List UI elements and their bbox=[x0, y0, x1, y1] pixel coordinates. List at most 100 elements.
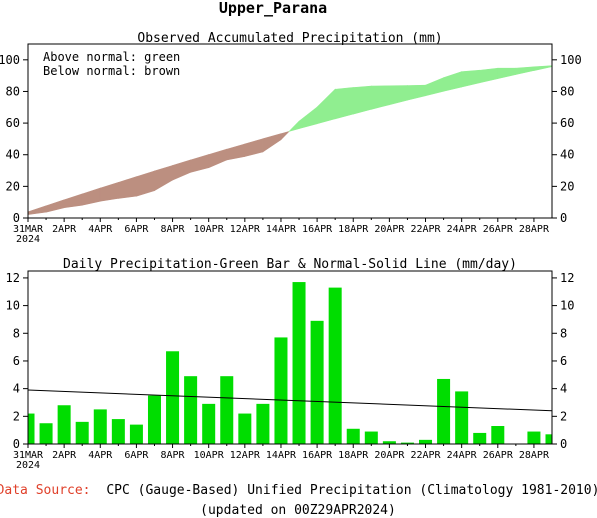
daily-precip-bar bbox=[129, 424, 143, 444]
below-normal-area bbox=[208, 148, 228, 169]
bottom-ytick-label-left: 6 bbox=[13, 354, 20, 368]
below-normal-area bbox=[27, 205, 47, 215]
bottom-xtick-label: 6APR bbox=[124, 450, 149, 461]
top-ytick-label-right: 80 bbox=[560, 84, 574, 98]
legend-above: Above normal: green bbox=[43, 50, 180, 64]
daily-precip-bar bbox=[455, 391, 469, 444]
below-normal-area bbox=[244, 138, 264, 157]
top-ytick-label-right: 40 bbox=[560, 148, 574, 162]
bottom-ytick-label-right: 12 bbox=[560, 271, 574, 285]
top-chart-title: Observed Accumulated Precipitation (mm) bbox=[137, 31, 442, 46]
top-ytick-label-right: 20 bbox=[560, 179, 574, 193]
bottom-xtick-label: 26APR bbox=[483, 450, 514, 461]
above-normal-area bbox=[352, 85, 372, 115]
daily-precip-bar bbox=[527, 431, 541, 444]
daily-precip-bar bbox=[57, 405, 71, 444]
top-ytick-label-left: 20 bbox=[6, 179, 20, 193]
below-normal-area bbox=[262, 133, 282, 153]
bottom-xtick-label: 24APR bbox=[447, 450, 478, 461]
top-xtick-label: 12APR bbox=[230, 224, 261, 235]
daily-precip-bar bbox=[346, 428, 360, 444]
top-xtick-label: 31MAR bbox=[13, 224, 44, 235]
top-xtick-label: 10APR bbox=[194, 224, 225, 235]
top-xtick-label: 6APR bbox=[124, 224, 149, 235]
bottom-ytick-label-left: 2 bbox=[13, 409, 20, 423]
daily-precip-bar bbox=[491, 426, 505, 444]
top-xtick-label: 4APR bbox=[88, 224, 113, 235]
below-normal-area bbox=[136, 170, 155, 197]
top-xtick-label: 28APR bbox=[519, 224, 550, 235]
above-normal-area bbox=[389, 85, 408, 106]
daily-precip-bar bbox=[111, 419, 125, 444]
daily-precip-bar bbox=[473, 432, 487, 444]
above-normal-area bbox=[334, 87, 354, 120]
top-xtick-label: 26APR bbox=[483, 224, 514, 235]
daily-precip-bar bbox=[292, 282, 306, 444]
daily-precip-bar bbox=[256, 403, 270, 444]
above-normal-area bbox=[298, 106, 318, 130]
bottom-ytick-label-right: 6 bbox=[560, 354, 567, 368]
top-ytick-label-right: 0 bbox=[560, 211, 567, 225]
above-normal-area bbox=[533, 65, 553, 71]
above-normal-area bbox=[479, 67, 499, 84]
region-title: Upper_Parana bbox=[219, 0, 327, 17]
top-ytick-label-right: 60 bbox=[560, 116, 574, 130]
daily-precip-bar bbox=[400, 442, 414, 444]
bottom-ytick-label-right: 0 bbox=[560, 437, 567, 451]
daily-precip-bar bbox=[238, 413, 252, 444]
top-xtick-label: 14APR bbox=[266, 224, 297, 235]
bottom-xtick-label: 18APR bbox=[338, 450, 369, 461]
top-xtick-label: 2APR bbox=[52, 224, 77, 235]
below-normal-area bbox=[226, 143, 246, 161]
daily-precip-bar bbox=[147, 395, 161, 444]
bottom-ytick-label-right: 2 bbox=[560, 409, 567, 423]
below-normal-area bbox=[154, 165, 173, 192]
top-xtick-label: 22APR bbox=[410, 224, 441, 235]
top-xtick-label: 8APR bbox=[161, 224, 186, 235]
daily-precip-bar bbox=[274, 337, 288, 444]
above-normal-area bbox=[371, 85, 390, 110]
bottom-xtick-label: 16APR bbox=[302, 450, 333, 461]
daily-precip-bar bbox=[364, 431, 378, 444]
legend-below: Below normal: brown bbox=[43, 64, 180, 78]
top-xtick-label: 18APR bbox=[338, 224, 369, 235]
bottom-year-label: 2024 bbox=[16, 460, 40, 471]
bottom-xtick-label: 31MAR bbox=[13, 450, 44, 461]
above-normal-area bbox=[288, 120, 300, 133]
daily-precip-bar bbox=[28, 413, 35, 444]
below-normal-area bbox=[99, 182, 119, 202]
below-normal-area bbox=[190, 154, 209, 173]
bottom-ytick-label-left: 10 bbox=[6, 299, 20, 313]
bottom-xtick-label: 28APR bbox=[519, 450, 550, 461]
bottom-xtick-label: 12APR bbox=[230, 450, 261, 461]
top-xtick-label: 20APR bbox=[374, 224, 405, 235]
above-normal-area bbox=[461, 69, 481, 88]
daily-precip-bar bbox=[419, 439, 433, 444]
above-normal-area bbox=[407, 84, 426, 101]
daily-precip-bar bbox=[382, 441, 396, 444]
daily-precip-bar bbox=[75, 421, 89, 444]
normal-line bbox=[27, 389, 553, 412]
source-line: Data Source: CPC (Gauge-Based) Unified P… bbox=[0, 483, 597, 498]
bottom-xtick-label: 22APR bbox=[410, 450, 441, 461]
below-normal-area bbox=[81, 187, 101, 206]
updated-text: (updated on 00Z29APR2024) bbox=[200, 503, 396, 518]
bottom-bars bbox=[28, 282, 552, 444]
top-axes: 0 0 20 20 40 40 60 60 80 80 100 100 31MAR 2APR 4APR 6AP… bbox=[0, 53, 582, 245]
above-normal-area bbox=[316, 88, 336, 125]
bottom-ytick-label-right: 8 bbox=[560, 326, 567, 340]
below-normal-area bbox=[280, 130, 291, 141]
below-normal-area bbox=[45, 199, 65, 213]
bottom-xtick-label: 8APR bbox=[161, 450, 186, 461]
bottom-xtick-label: 2APR bbox=[52, 450, 77, 461]
bottom-xtick-label: 14APR bbox=[266, 450, 297, 461]
daily-precip-bar bbox=[220, 376, 234, 444]
top-ytick-label-left: 60 bbox=[6, 116, 20, 130]
daily-precip-bar bbox=[166, 351, 180, 444]
bottom-chart-title: Daily Precipitation-Green Bar & Normal-S… bbox=[63, 257, 517, 272]
top-ytick-label-left: 80 bbox=[6, 84, 20, 98]
top-ytick-label-left: 40 bbox=[6, 148, 20, 162]
above-normal-area bbox=[515, 66, 535, 75]
bottom-xtick-label: 4APR bbox=[88, 450, 113, 461]
